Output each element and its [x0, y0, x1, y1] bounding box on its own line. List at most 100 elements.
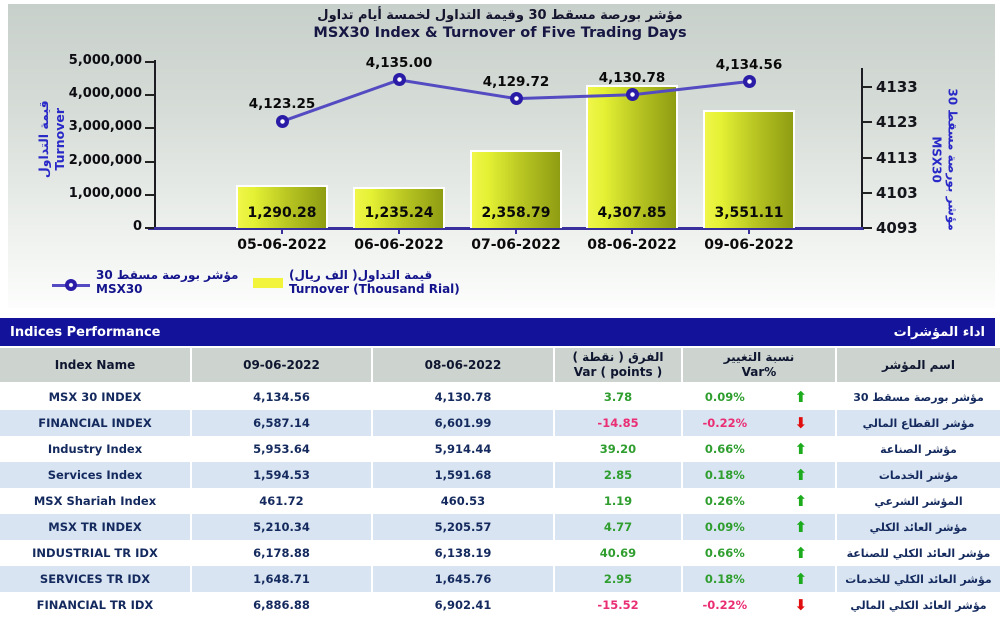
index-name-cell: MSX TR INDEX: [0, 514, 192, 540]
right-axis-tick: [863, 86, 872, 88]
left-axis-tick-label: 0: [132, 219, 142, 234]
line-series-icon: [52, 279, 90, 292]
right-axis-tick-label: 4093: [876, 219, 918, 237]
x-axis-category-label: 07-06-2022: [471, 237, 561, 253]
value-date2-cell: 6,601.99: [373, 410, 555, 436]
table-row: SERVICES TR IDX 1,648.71 1,645.76 2.95 0.18%…: [0, 566, 1000, 592]
index-name-cell: SERVICES TR IDX: [0, 566, 192, 592]
right-axis-tick: [863, 191, 872, 194]
left-axis-tick: [145, 94, 154, 97]
x-axis-tick: [281, 230, 283, 234]
index-name-arabic-cell: مؤشر العائد الكلي للصناعة: [846, 546, 991, 560]
up-arrow-icon: ⬆: [794, 465, 808, 484]
value-date2-cell: 6,138.19: [373, 540, 555, 566]
var-pct-value: -0.22%: [702, 416, 748, 430]
x-axis-tick: [515, 230, 517, 234]
x-axis-category-label: 05-06-2022: [237, 237, 327, 253]
var-points-cell: 3.78: [555, 384, 683, 410]
x-axis-tick: [748, 230, 750, 234]
legend-item-turnover: قيمة التداول( الف ريال) Turnover (Thousa…: [253, 268, 460, 296]
right-axis-tick: [863, 121, 872, 124]
chart-title: MSX30 Index & Turnover of Five Trading D…: [313, 25, 687, 41]
column-header-date1: 09-06-2022: [192, 348, 373, 382]
left-axis-tick: [145, 193, 154, 196]
turnover-bar: [353, 186, 445, 228]
index-name-cell: Industry Index: [0, 436, 192, 462]
right-axis-tick-label: 4133: [876, 78, 918, 96]
table-row: Industry Index 5,953.64 5,914.44 39.20 0.66%…: [0, 436, 1000, 462]
line-point-marker: [509, 92, 523, 106]
var-pct-cell: 0.66% ⬆: [683, 540, 837, 566]
var-pct-value: 0.18%: [704, 468, 745, 482]
left-axis-line: [154, 60, 156, 229]
line-point-value-label: 4,130.78: [598, 69, 666, 86]
line-point-marker: [275, 114, 289, 128]
var-points-cell: 2.85: [555, 462, 683, 488]
up-arrow-icon: ⬆: [794, 543, 808, 562]
table-header-row: Index Name 09-06-2022 08-06-2022 الفرق (…: [0, 348, 1000, 382]
left-axis-tick: [145, 127, 154, 130]
bar-value-label: 1,235.24: [364, 205, 434, 221]
table-title-bar: Indices Performance اداء المؤشرات: [0, 318, 995, 346]
line-point-marker: [625, 88, 639, 102]
up-arrow-icon: ⬆: [794, 439, 808, 458]
legend-msx30-label: MSX30: [96, 282, 143, 297]
table-title-english: Indices Performance: [10, 324, 161, 340]
var-pct-cell: 0.66% ⬆: [683, 436, 837, 462]
var-points-cell: -15.52: [555, 592, 683, 618]
var-pct-value: 0.18%: [704, 572, 745, 586]
up-arrow-icon: ⬆: [794, 387, 808, 406]
var-pct-value: -0.22%: [702, 598, 748, 612]
line-point-value-label: 4,134.56: [715, 56, 783, 73]
value-date1-cell: 5,210.34: [192, 514, 373, 540]
var-pct-value: 0.26%: [704, 494, 745, 508]
column-header-var-points: الفرق ( نقطة ) Var ( points ): [555, 348, 683, 382]
table-body: MSX 30 INDEX 4,134.56 4,130.78 3.78 0.09% ⬆ مؤ…: [0, 384, 1000, 618]
right-axis-tick-label: 4103: [876, 183, 918, 202]
index-name-arabic-cell: مؤشر العائد الكلي المالي: [850, 598, 987, 612]
x-axis-category-label: 09-06-2022: [704, 237, 794, 253]
value-date1-cell: 4,134.56: [192, 384, 373, 410]
right-axis-tick-label: 4123: [876, 113, 918, 132]
value-date2-cell: 6,902.41: [373, 592, 555, 618]
index-name-cell: MSX 30 INDEX: [0, 384, 192, 410]
column-header-date2: 08-06-2022: [373, 348, 555, 382]
var-pct-cell: 0.26% ⬆: [683, 488, 837, 514]
value-date1-cell: 5,953.64: [192, 436, 373, 462]
value-date1-cell: 6,178.88: [192, 540, 373, 566]
x-axis-tick: [398, 230, 400, 234]
column-header-index-name: Index Name: [0, 348, 192, 382]
var-pct-cell: -0.22% ⬇: [683, 592, 837, 618]
value-date1-cell: 1,594.53: [192, 462, 373, 488]
index-name-cell: INDUSTRIAL TR IDX: [0, 540, 192, 566]
var-pct-value: 0.66%: [704, 546, 745, 560]
line-point-value-label: 4,123.25: [248, 96, 316, 113]
x-axis-tick: [631, 230, 633, 234]
bar-value-label: 4,307.85: [597, 205, 667, 221]
index-name-cell: FINANCIAL TR IDX: [0, 592, 192, 618]
index-name-arabic-cell: مؤشر العائد الكلي للخدمات: [845, 572, 992, 586]
var-points-cell: -14.85: [555, 410, 683, 436]
column-header-index-name-arabic: اسم المؤشر: [837, 348, 1000, 382]
left-axis-tick-label: 2,000,000: [68, 152, 142, 168]
right-axis-tick: [863, 227, 872, 229]
var-pct-cell: 0.09% ⬆: [683, 514, 837, 540]
value-date2-cell: 5,914.44: [373, 436, 555, 462]
table-title-arabic: اداء المؤشرات: [893, 324, 985, 340]
table-row: Services Index 1,594.53 1,591.68 2.85 0.18% ⬆…: [0, 462, 1000, 488]
left-axis-tick: [145, 227, 154, 229]
column-header-var-pct: نسبة التغيير Var%: [683, 348, 837, 382]
legend-item-msx30: مؤشر بورصة مسقط 30 MSX30: [52, 268, 238, 296]
right-axis-tick: [863, 156, 872, 159]
index-name-cell: Services Index: [0, 462, 192, 488]
up-arrow-icon: ⬆: [794, 569, 808, 588]
table-row: INDUSTRIAL TR IDX 6,178.88 6,138.19 40.69 0.…: [0, 540, 1000, 566]
table-row: MSX TR INDEX 5,210.34 5,205.57 4.77 0.09% ⬆ مؤ…: [0, 514, 1000, 540]
var-pct-cell: -0.22% ⬇: [683, 410, 837, 436]
legend-msx30-label-arabic: مؤشر بورصة مسقط 30: [96, 268, 239, 282]
left-axis-tick-label: 5,000,000: [68, 53, 142, 68]
value-date1-cell: 6,587.14: [192, 410, 373, 436]
line-point-marker: [392, 73, 406, 87]
var-pct-value: 0.09%: [704, 520, 745, 534]
table-row: MSX 30 INDEX 4,134.56 4,130.78 3.78 0.09% ⬆ مؤ…: [0, 384, 1000, 410]
